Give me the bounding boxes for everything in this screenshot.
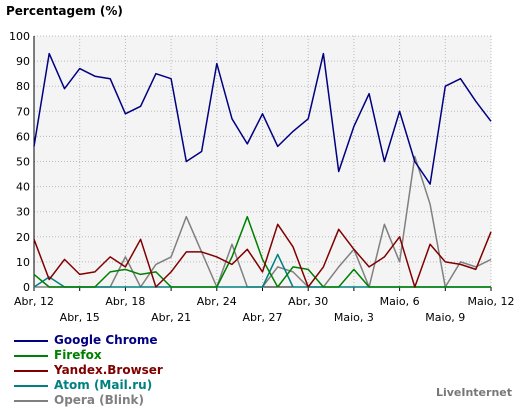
y-tick-label-90: 90 bbox=[16, 55, 30, 68]
x-tick-label-15: Abr, 27 bbox=[242, 311, 282, 324]
legend-item-google-chrome: Google Chrome bbox=[14, 333, 163, 348]
series-line-yandex-browser bbox=[33, 223, 492, 288]
legend-swatch-opera-blink bbox=[14, 399, 48, 402]
y-tick-label-50: 50 bbox=[16, 156, 30, 169]
legend-swatch-google-chrome bbox=[14, 339, 48, 342]
legend-swatch-yandex-browser bbox=[14, 369, 48, 372]
x-tick-label-6: Abr, 18 bbox=[105, 295, 145, 308]
series-line-google-chrome bbox=[33, 52, 492, 185]
legend-swatch-atom-mail-ru bbox=[14, 384, 48, 387]
y-axis-tick-labels: 0 10 20 30 40 50 60 70 80 90 100 bbox=[9, 30, 30, 294]
y-tick-label-20: 20 bbox=[16, 231, 30, 244]
x-tick-label-30: Maio, 12 bbox=[467, 295, 514, 308]
credit-liveinternet: LiveInternet bbox=[435, 386, 512, 399]
legend-item-yandex-browser: Yandex.Browser bbox=[14, 363, 163, 378]
legend-swatch-firefox bbox=[14, 354, 48, 357]
y-tick-label-10: 10 bbox=[16, 256, 30, 269]
x-tick-label-27: Maio, 9 bbox=[425, 311, 465, 324]
x-tick-label-3: Abr, 15 bbox=[60, 311, 100, 324]
x-tick-label-18: Abr, 30 bbox=[288, 295, 328, 308]
x-axis-tick-labels: Abr, 12 Abr, 18 Abr, 24 Abr, 30 Maio, 6 Maio,… bbox=[14, 287, 515, 324]
series-lines bbox=[33, 52, 492, 288]
legend-item-opera-blink: Opera (Blink) bbox=[14, 393, 163, 408]
y-tick-label-0: 0 bbox=[23, 281, 30, 294]
y-tick-label-60: 60 bbox=[16, 130, 30, 143]
legend-label-atom-mail-ru: Atom (Mail.ru) bbox=[54, 378, 153, 392]
y-tick-label-30: 30 bbox=[16, 206, 30, 219]
legend-label-google-chrome: Google Chrome bbox=[54, 333, 158, 347]
x-tick-label-12: Abr, 24 bbox=[197, 295, 237, 308]
legend-label-opera-blink: Opera (Blink) bbox=[54, 393, 144, 407]
chart-title: Percentagem (%) bbox=[6, 4, 123, 18]
y-tick-label-40: 40 bbox=[16, 181, 30, 194]
x-tick-label-0: Abr, 12 bbox=[14, 295, 54, 308]
x-tick-label-24: Maio, 6 bbox=[380, 295, 420, 308]
legend-label-firefox: Firefox bbox=[54, 348, 102, 362]
legend: Google Chrome Firefox Yandex.Browser Ato… bbox=[14, 333, 163, 408]
legend-item-atom-mail-ru: Atom (Mail.ru) bbox=[14, 378, 163, 393]
y-tick-label-100: 100 bbox=[9, 30, 30, 43]
x-tick-label-21: Maio, 3 bbox=[334, 311, 374, 324]
legend-item-firefox: Firefox bbox=[14, 348, 163, 363]
x-tick-label-9: Abr, 21 bbox=[151, 311, 191, 324]
y-tick-label-70: 70 bbox=[16, 105, 30, 118]
legend-label-yandex-browser: Yandex.Browser bbox=[54, 363, 163, 377]
y-tick-label-80: 80 bbox=[16, 80, 30, 93]
